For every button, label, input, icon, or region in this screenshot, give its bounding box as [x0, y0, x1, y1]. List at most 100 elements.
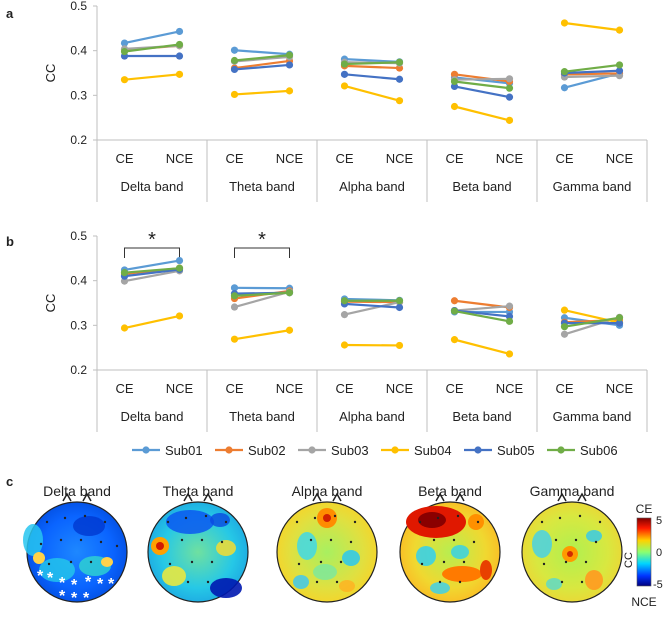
- topomap-gamma: [521, 492, 623, 603]
- data-point-sub04: [450, 102, 459, 111]
- data-point-sub06: [560, 323, 569, 331]
- series-line-sub01: [124, 259, 180, 272]
- data-point-sub04: [230, 335, 239, 343]
- data-point-sub05: [395, 75, 404, 83]
- band-label: Beta band: [452, 179, 511, 194]
- data-point-sub06: [615, 314, 624, 322]
- svg-text:*: *: [47, 570, 54, 587]
- svg-text:*: *: [71, 577, 78, 594]
- data-point-sub06: [450, 307, 459, 315]
- svg-text:*: *: [37, 568, 44, 585]
- series-line-sub05: [344, 73, 400, 81]
- data-point-sub04: [230, 90, 239, 99]
- legend-label: Sub03: [331, 443, 369, 458]
- colorbar-tick-min: -5: [653, 579, 663, 591]
- svg-text:*: *: [59, 588, 66, 605]
- svg-text:*: *: [108, 576, 115, 593]
- legend-marker: [308, 446, 316, 454]
- condition-label: NCE: [496, 381, 524, 396]
- condition-label: CE: [115, 151, 133, 166]
- series-line-sub03: [124, 269, 180, 283]
- series-line-sub01: [454, 76, 510, 85]
- series-line-sub04: [124, 314, 180, 330]
- series-line-sub05: [564, 69, 620, 75]
- data-point-sub05: [505, 93, 514, 101]
- data-point-sub05: [615, 67, 624, 75]
- series-line-sub01: [344, 58, 400, 63]
- data-point-sub04: [505, 350, 514, 358]
- legend-label: Sub06: [580, 443, 618, 458]
- y-axis-label: CC: [43, 294, 58, 313]
- data-point-sub03: [505, 302, 514, 310]
- data-point-sub05: [285, 61, 294, 69]
- topomap-beta: [399, 492, 501, 603]
- band-label: Delta band: [121, 179, 184, 194]
- data-point-sub06: [340, 297, 349, 305]
- data-point-sub06: [120, 269, 129, 277]
- condition-label: CE: [555, 381, 573, 396]
- series-line-sub06: [454, 309, 510, 323]
- band-label: Theta band: [229, 179, 295, 194]
- data-point-sub06: [285, 289, 294, 297]
- legend-marker: [391, 446, 399, 454]
- band-label: Gamma band: [553, 179, 632, 194]
- colorbar-tick-max: 5: [656, 515, 662, 527]
- data-point-sub03: [505, 75, 514, 83]
- y-tick-label: 0.4: [70, 44, 87, 58]
- series-line-sub03: [234, 290, 290, 309]
- svg-text:*: *: [71, 590, 78, 607]
- y-tick-label: 0.5: [70, 229, 87, 243]
- data-point-sub06: [285, 51, 294, 59]
- data-point-sub06: [450, 77, 459, 86]
- data-point-sub06: [230, 292, 239, 300]
- chart-panel-a: 0.2 0.3 0.4 0.5 CC CE NCE Delta band CE NCE Theta …: [43, 0, 648, 202]
- series-line-sub03: [564, 74, 620, 79]
- band-label: Gamma band: [553, 409, 632, 424]
- data-point-sub05: [395, 303, 404, 312]
- series-line-sub05: [454, 85, 510, 99]
- series-line-sub02: [344, 64, 400, 70]
- band-label: Delta band: [121, 409, 184, 424]
- data-point-sub04: [615, 26, 624, 34]
- series-line-sub06: [234, 291, 290, 297]
- y-tick-label: 0.2: [70, 363, 87, 377]
- series-line-sub06: [124, 43, 180, 53]
- series-line-sub05: [344, 302, 400, 309]
- condition-label: NCE: [276, 151, 304, 166]
- legend: Sub01 Sub02 Sub03 Sub04 Sub05 Sub06: [132, 443, 618, 458]
- significance-star: *: [148, 229, 156, 251]
- series-line-sub06: [234, 54, 290, 62]
- y-tick-label: 0.3: [70, 318, 87, 332]
- chart-panel-b: 0.2 0.3 0.4 0.5 CC CE NCE Delta band CE NCE Theta …: [43, 229, 648, 432]
- condition-label: NCE: [496, 151, 524, 166]
- data-point-sub04: [395, 97, 404, 105]
- data-point-sub01: [560, 84, 569, 92]
- data-point-sub06: [175, 40, 184, 49]
- data-point-sub04: [175, 70, 184, 78]
- data-point-sub04: [285, 326, 294, 334]
- condition-label: NCE: [606, 381, 634, 396]
- data-point-sub06: [560, 68, 569, 76]
- data-point-sub04: [340, 341, 349, 349]
- data-point-sub06: [120, 47, 129, 56]
- data-point-sub03: [230, 303, 239, 311]
- data-point-sub01: [175, 27, 184, 36]
- svg-text:*: *: [59, 575, 66, 592]
- data-point-sub04: [560, 306, 569, 314]
- panel-label-b: b: [6, 234, 14, 249]
- series-line-sub01: [124, 30, 180, 45]
- series-line-sub04: [234, 89, 290, 96]
- topomap-delta: * * * * * * * * * *: [23, 492, 128, 607]
- colorbar-label: CC: [623, 552, 635, 568]
- series-line-sub04: [564, 21, 620, 32]
- condition-label: CE: [115, 381, 133, 396]
- series-line-sub06: [454, 80, 510, 90]
- band-label: Theta band: [229, 409, 295, 424]
- legend-label: Sub05: [497, 443, 535, 458]
- topomap-title-gamma: Gamma band: [530, 483, 615, 499]
- series-line-sub03: [344, 301, 400, 316]
- data-point-sub02: [450, 297, 459, 305]
- data-point-sub01: [120, 39, 129, 47]
- y-tick-label: 0.4: [70, 274, 87, 288]
